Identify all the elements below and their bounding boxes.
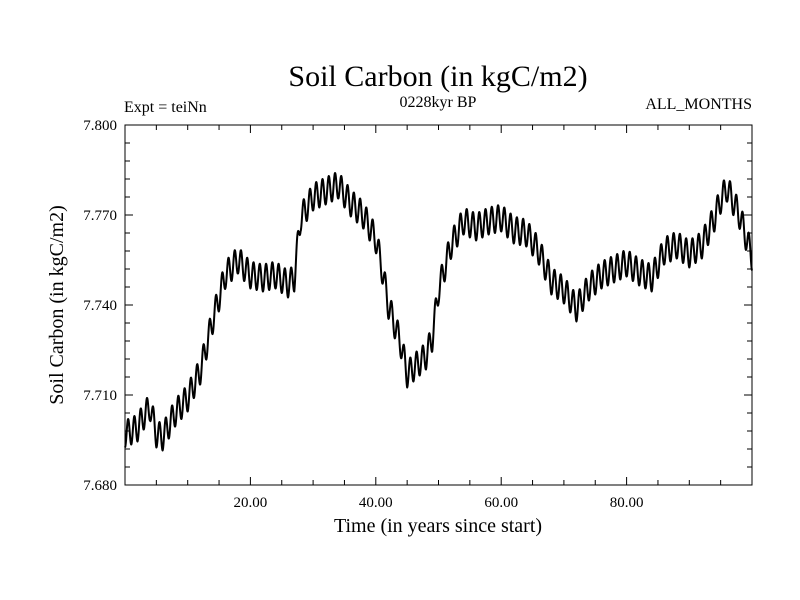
y-axis-ticks: 7.680 7.710 7.740 7.770 7.800 — [83, 118, 752, 494]
x-axis-ticks: 20.00 40.00 60.00 80.00 — [155, 125, 722, 511]
y-tick-label: 7.770 — [83, 208, 117, 224]
chart-title: Soil Carbon (in kgC/m2) — [288, 60, 587, 93]
x-tick-label: 40.00 — [359, 495, 393, 511]
x-axis-label: Time (in years since start) — [334, 515, 542, 537]
x-tick-label: 80.00 — [610, 495, 644, 511]
series-line-soil-carbon — [124, 172, 753, 452]
y-tick-label: 7.680 — [83, 478, 117, 494]
chart-subtitle: 0228kyr BP — [400, 94, 477, 111]
x-tick-label: 20.00 — [234, 495, 268, 511]
y-tick-label: 7.710 — [83, 388, 117, 404]
expt-label: Expt = teiNn — [124, 99, 207, 116]
x-tick-label: 60.00 — [484, 495, 518, 511]
y-tick-label: 7.740 — [83, 298, 117, 314]
y-axis-label: Soil Carbon (in kgC/m2) — [46, 205, 68, 404]
months-label: ALL_MONTHS — [645, 96, 752, 113]
y-tick-label: 7.800 — [83, 118, 117, 134]
